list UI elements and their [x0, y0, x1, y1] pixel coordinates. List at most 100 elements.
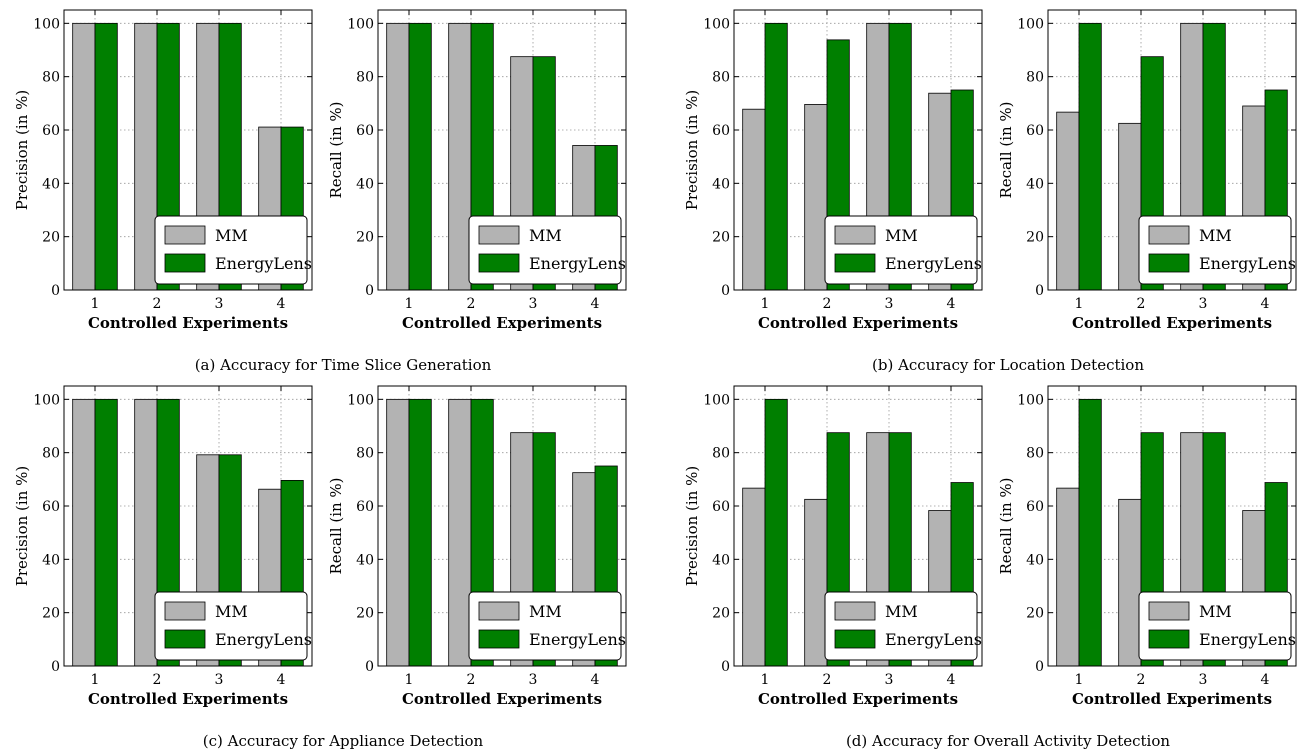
x-axis-label: Controlled Experiments — [402, 314, 602, 332]
chart-0-1: 0 20 40 60 80 100 1 2 3 4 Controlled Experiments Re… — [327, 9, 627, 332]
plot-frame — [1047, 9, 1297, 291]
y-tick-label: 0 — [365, 659, 374, 675]
legend: MM EnergyLens — [154, 591, 312, 661]
legend-label-energylens: EnergyLens — [885, 254, 982, 273]
x-tick-label: 4 — [1261, 296, 1270, 312]
y-tick-label: 20 — [712, 606, 730, 622]
y-axis-label: Precision (in %) — [683, 466, 701, 586]
x-tick-label: 3 — [1199, 672, 1208, 688]
y-axis-label: Recall (in %) — [997, 101, 1015, 198]
bar-energylens-1 — [94, 398, 118, 667]
x-axis-label: Controlled Experiments — [758, 690, 958, 708]
plot-frame — [63, 385, 313, 667]
legend-swatch-mm — [478, 225, 520, 245]
x-tick-label: 1 — [761, 672, 770, 688]
legend-swatch-energylens — [1148, 629, 1190, 649]
x-tick-label: 1 — [1075, 672, 1084, 688]
y-tick-label: 80 — [42, 70, 60, 86]
plot-frame — [377, 385, 627, 667]
legend-swatch-mm — [164, 601, 206, 621]
caption-c: (c) Accuracy for Appliance Detection — [203, 732, 484, 750]
chart-2-0: 0 20 40 60 80 100 1 2 3 4 Controlled Experiments Pr… — [13, 385, 313, 708]
x-tick-label: 1 — [1075, 296, 1084, 312]
legend-swatch-energylens — [164, 253, 206, 273]
legend-label-mm: MM — [215, 602, 248, 621]
y-tick-label: 40 — [42, 176, 60, 192]
x-tick-label: 4 — [591, 672, 600, 688]
legend-swatch-mm — [1148, 225, 1190, 245]
caption-a: (a) Accuracy for Time Slice Generation — [195, 356, 492, 374]
y-tick-label: 60 — [712, 499, 730, 515]
x-tick-label: 2 — [153, 296, 162, 312]
x-tick-label: 2 — [1137, 296, 1146, 312]
plot-frame — [377, 9, 627, 291]
y-tick-label: 20 — [712, 230, 730, 246]
chart-0-0: 0 20 40 60 80 100 1 2 3 4 Controlled Experiments Pr… — [13, 9, 313, 332]
legend-swatch-energylens — [834, 253, 876, 273]
x-tick-label: 1 — [405, 672, 414, 688]
bar-mm-1 — [386, 22, 410, 291]
caption-d: (d) Accuracy for Overall Activity Detect… — [846, 732, 1170, 750]
legend-label-mm: MM — [885, 226, 918, 245]
bar-energylens-1 — [1078, 398, 1102, 667]
legend-label-energylens: EnergyLens — [215, 630, 312, 649]
legend-label-energylens: EnergyLens — [529, 630, 626, 649]
bar-mm-1 — [72, 398, 96, 667]
x-tick-label: 2 — [153, 672, 162, 688]
y-tick-label: 0 — [51, 283, 60, 299]
legend-swatch-mm — [164, 225, 206, 245]
x-tick-label: 3 — [885, 672, 894, 688]
y-tick-label: 40 — [356, 176, 374, 192]
chart-1-0: 0 20 40 60 80 100 1 2 3 4 Controlled Experiments Pr… — [683, 9, 983, 332]
y-tick-label: 0 — [51, 659, 60, 675]
bar-mm-2 — [1118, 498, 1142, 667]
y-tick-label: 80 — [1026, 446, 1044, 462]
legend: MM EnergyLens — [468, 215, 626, 285]
x-tick-label: 4 — [591, 296, 600, 312]
x-tick-label: 1 — [761, 296, 770, 312]
y-tick-label: 20 — [1026, 230, 1044, 246]
y-tick-label: 80 — [42, 446, 60, 462]
y-tick-label: 0 — [721, 283, 730, 299]
plot-frame — [1047, 385, 1297, 667]
x-tick-label: 1 — [91, 672, 100, 688]
y-axis-label: Precision (in %) — [13, 90, 31, 210]
y-tick-label: 100 — [33, 16, 60, 32]
caption-b: (b) Accuracy for Location Detection — [872, 356, 1144, 374]
bar-mm-2 — [134, 22, 158, 291]
legend-label-energylens: EnergyLens — [885, 630, 982, 649]
chart-2-1: 0 20 40 60 80 100 1 2 3 4 Controlled Experiments Re… — [327, 385, 627, 708]
y-tick-label: 20 — [356, 230, 374, 246]
plot-frame — [733, 9, 983, 291]
legend-swatch-mm — [834, 225, 876, 245]
y-tick-label: 0 — [365, 283, 374, 299]
y-axis-label: Recall (in %) — [327, 477, 345, 574]
bar-mm-1 — [742, 487, 766, 667]
bar-mm-1 — [742, 108, 766, 291]
y-tick-label: 20 — [1026, 606, 1044, 622]
legend-swatch-energylens — [164, 629, 206, 649]
y-tick-label: 40 — [712, 552, 730, 568]
legend: MM EnergyLens — [1138, 215, 1296, 285]
x-tick-label: 3 — [215, 672, 224, 688]
bar-mm-2 — [1118, 122, 1142, 291]
x-tick-label: 2 — [467, 672, 476, 688]
legend-label-mm: MM — [1199, 226, 1232, 245]
x-tick-label: 3 — [215, 296, 224, 312]
legend-label-mm: MM — [529, 602, 562, 621]
x-tick-label: 2 — [467, 296, 476, 312]
y-tick-label: 80 — [356, 446, 374, 462]
legend-swatch-mm — [834, 601, 876, 621]
legend: MM EnergyLens — [1138, 591, 1296, 661]
y-axis-label: Precision (in %) — [13, 466, 31, 586]
legend-label-energylens: EnergyLens — [529, 254, 626, 273]
x-tick-label: 1 — [405, 296, 414, 312]
y-tick-label: 100 — [703, 16, 730, 32]
x-axis-label: Controlled Experiments — [1072, 690, 1272, 708]
legend-label-mm: MM — [885, 602, 918, 621]
y-tick-label: 40 — [356, 552, 374, 568]
x-axis-label: Controlled Experiments — [1072, 314, 1272, 332]
bar-energylens-1 — [408, 398, 432, 667]
y-tick-label: 40 — [1026, 552, 1044, 568]
bar-mm-1 — [1056, 111, 1080, 291]
